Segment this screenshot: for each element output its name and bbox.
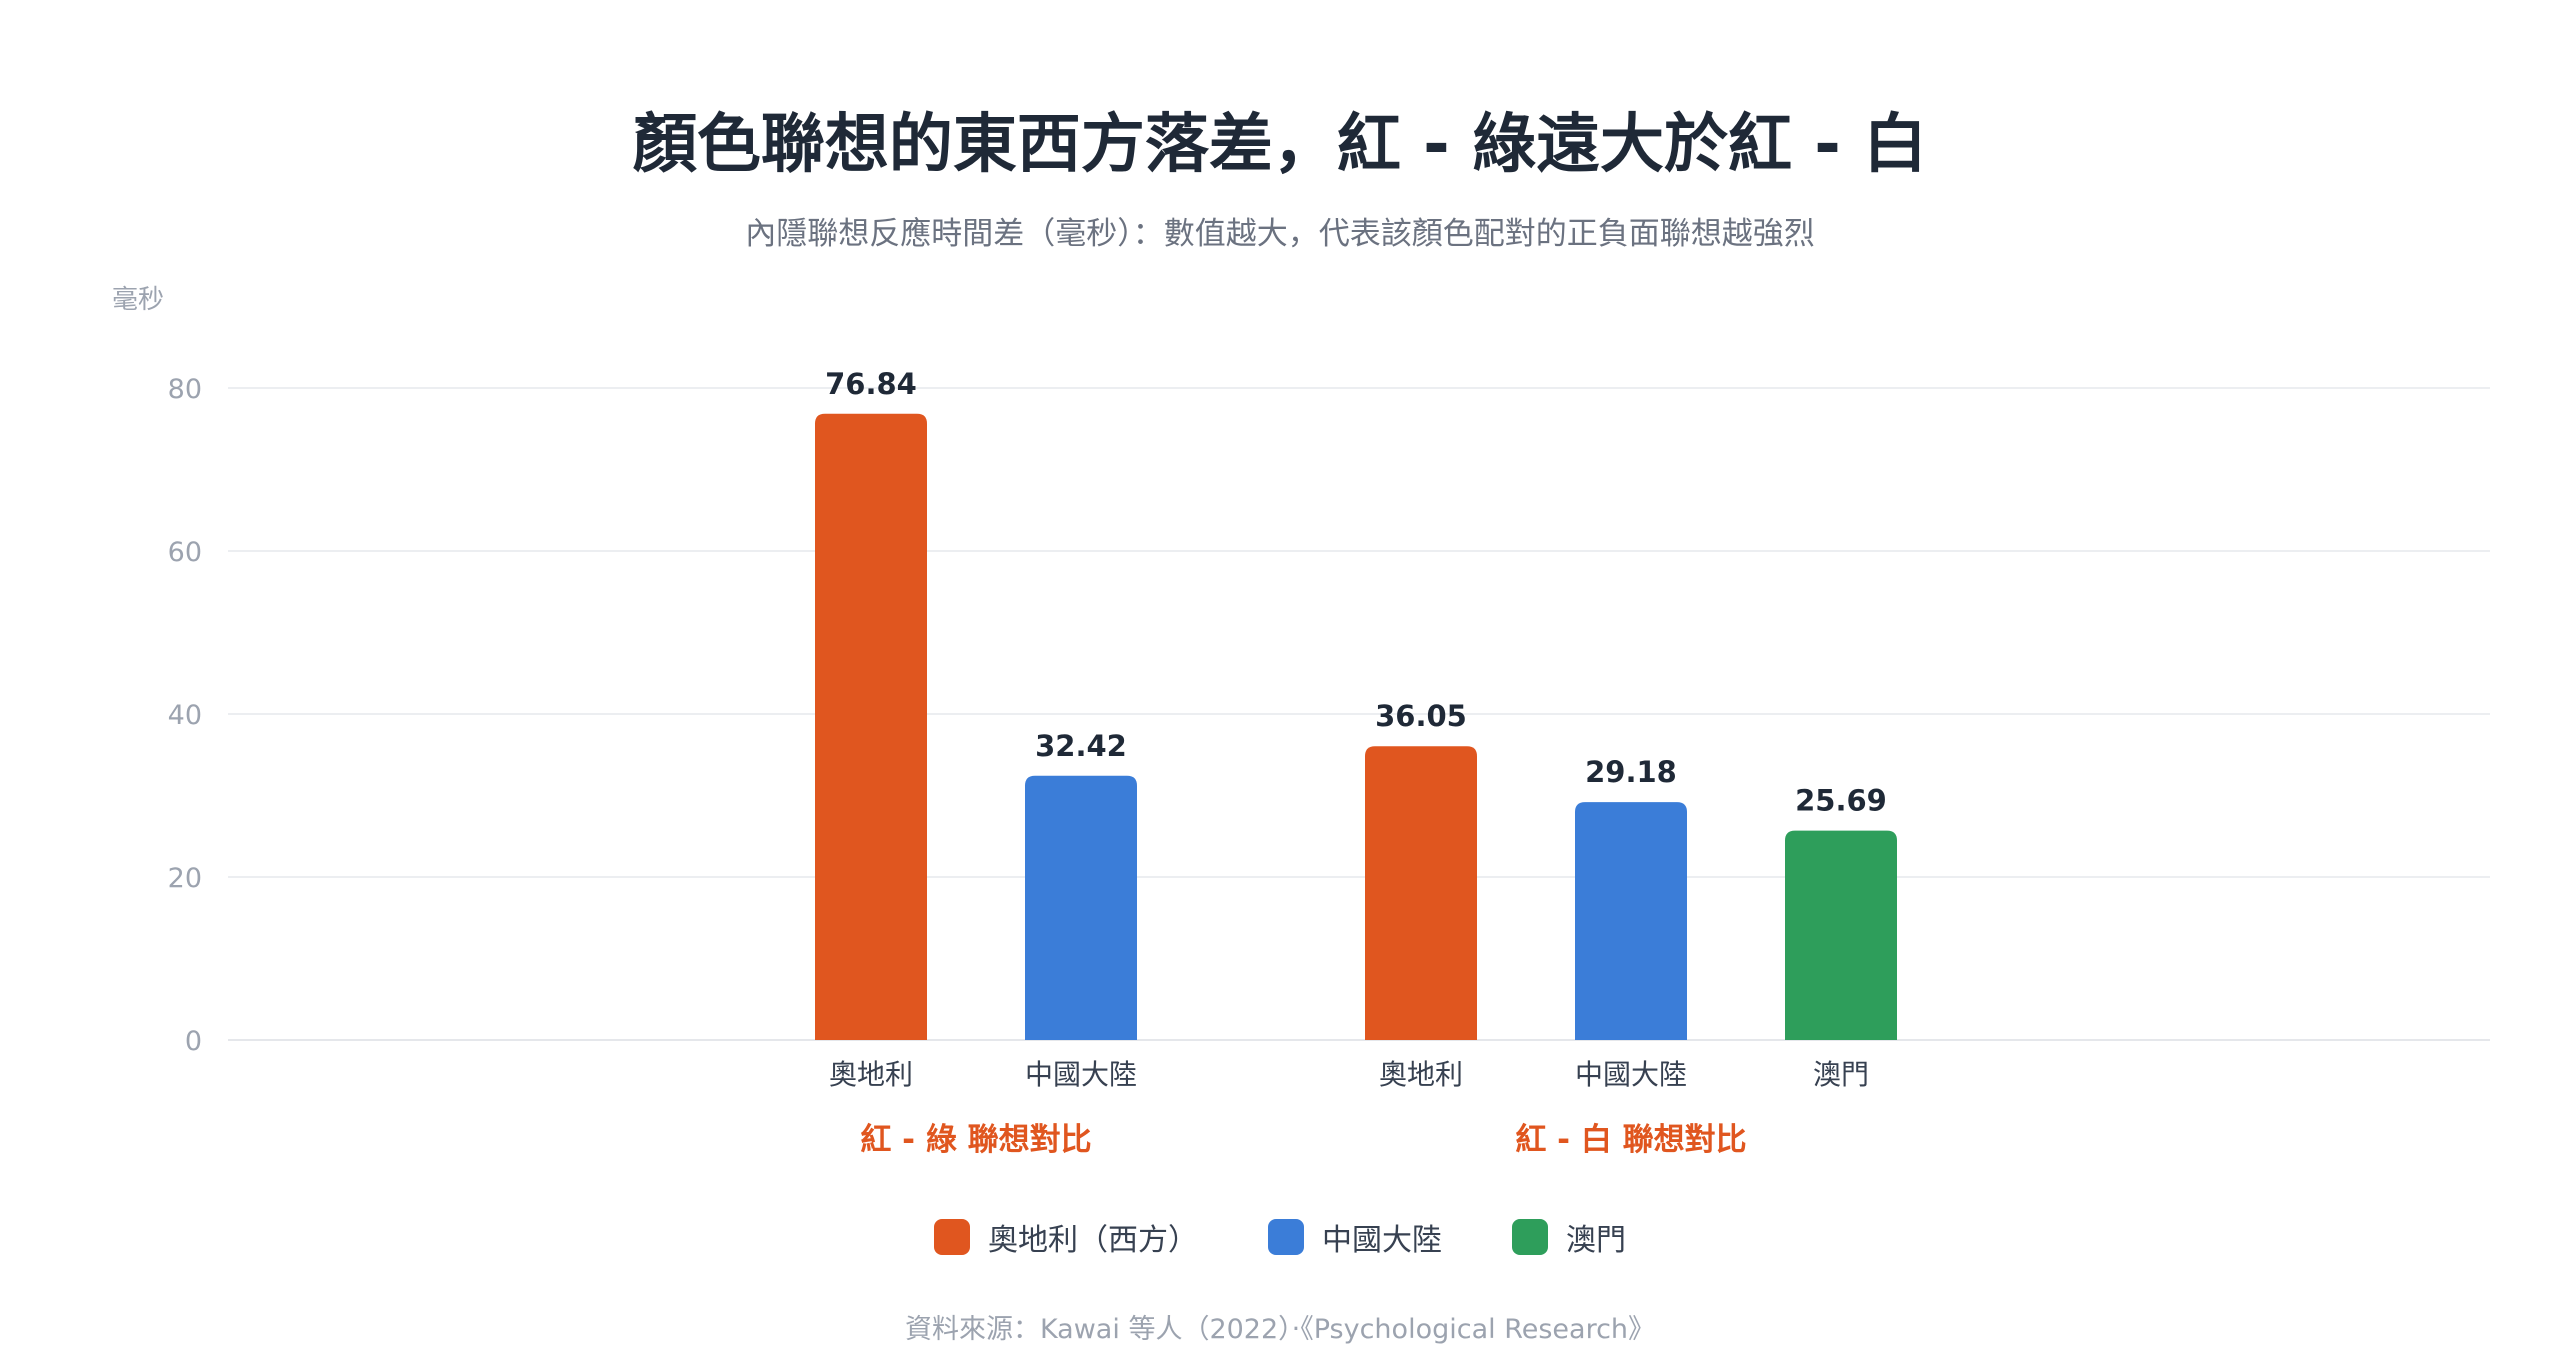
legend-label: 澳門 <box>1566 1223 1626 1258</box>
bars <box>815 413 1897 1040</box>
legend-swatch <box>934 1219 970 1255</box>
y-axis-title: 毫秒 <box>112 285 164 315</box>
y-axis: 毫秒 0 20 40 60 80 <box>112 285 202 1057</box>
legend-swatch <box>1268 1219 1304 1255</box>
x-tick-label: 奧地利 <box>829 1058 913 1091</box>
group-label: 紅 - 白 聯想對比 <box>1515 1122 1746 1158</box>
legend-swatch <box>1512 1219 1548 1255</box>
data-label: 25.69 <box>1795 784 1887 818</box>
y-tick-label: 60 <box>168 537 202 568</box>
source-note: 資料來源：Kawai 等人（2022）‧《Psychological Resea… <box>904 1314 1656 1345</box>
bar <box>1785 830 1897 1040</box>
bar <box>1575 802 1687 1040</box>
chart-subtitle: 內隱聯想反應時間差（毫秒）：數值越大，代表該顏色配對的正負面聯想越強烈 <box>745 216 1815 252</box>
y-tick-label: 80 <box>168 374 202 405</box>
x-tick-label: 中國大陸 <box>1575 1058 1687 1091</box>
data-label: 76.84 <box>825 367 917 401</box>
bar <box>815 413 927 1040</box>
data-label: 32.42 <box>1035 729 1127 763</box>
legend-item: 奧地利（西方） <box>934 1215 1198 1259</box>
x-tick-label: 奧地利 <box>1379 1058 1463 1091</box>
gridlines <box>228 387 2490 1041</box>
y-tick-label: 20 <box>168 863 202 894</box>
x-tick-label: 中國大陸 <box>1025 1058 1137 1091</box>
bar <box>1025 775 1137 1040</box>
bar <box>1365 746 1477 1040</box>
legend: 奧地利（西方） 中國大陸 澳門 <box>0 1215 2560 1259</box>
chart-title: 顏色聯想的東西方落差，紅 - 綠遠大於紅 - 白 <box>632 108 1928 182</box>
legend-item: 澳門 <box>1512 1215 1626 1259</box>
x-tick-label: 澳門 <box>1813 1058 1869 1091</box>
group-label: 紅 - 綠 聯想對比 <box>860 1122 1091 1158</box>
legend-label: 奧地利（西方） <box>988 1223 1198 1258</box>
y-tick-label: 0 <box>185 1026 202 1057</box>
data-label: 29.18 <box>1585 755 1677 789</box>
data-label: 36.05 <box>1375 699 1467 733</box>
y-tick-label: 40 <box>168 700 202 731</box>
legend-label: 中國大陸 <box>1322 1223 1442 1258</box>
legend-item: 中國大陸 <box>1268 1215 1442 1259</box>
